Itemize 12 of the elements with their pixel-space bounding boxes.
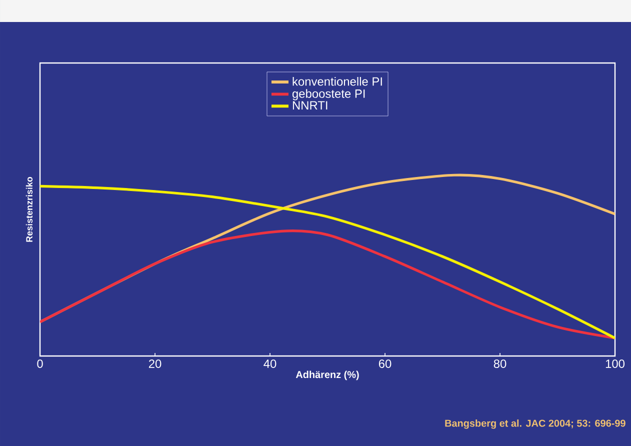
x-tick-label: 0 [37,360,43,368]
legend-label: geboostete PI [292,89,365,100]
x-tick-label: 60 [378,360,392,368]
x-tick-label: 40 [264,360,276,368]
x-axis-title: Adhärenz (%) [296,370,359,380]
x-tick-label: 100 [606,360,625,368]
x-tick-label: 20 [148,360,162,368]
y-axis-title: Resistenzrisiko [26,176,32,242]
x-tick-label: 80 [494,360,506,368]
legend-label: konventionelle PI [292,76,382,86]
legend-label: NNRTI [292,101,328,110]
text: Bangsberg et al. JAC 2004; 53: 696-99 [445,419,626,429]
